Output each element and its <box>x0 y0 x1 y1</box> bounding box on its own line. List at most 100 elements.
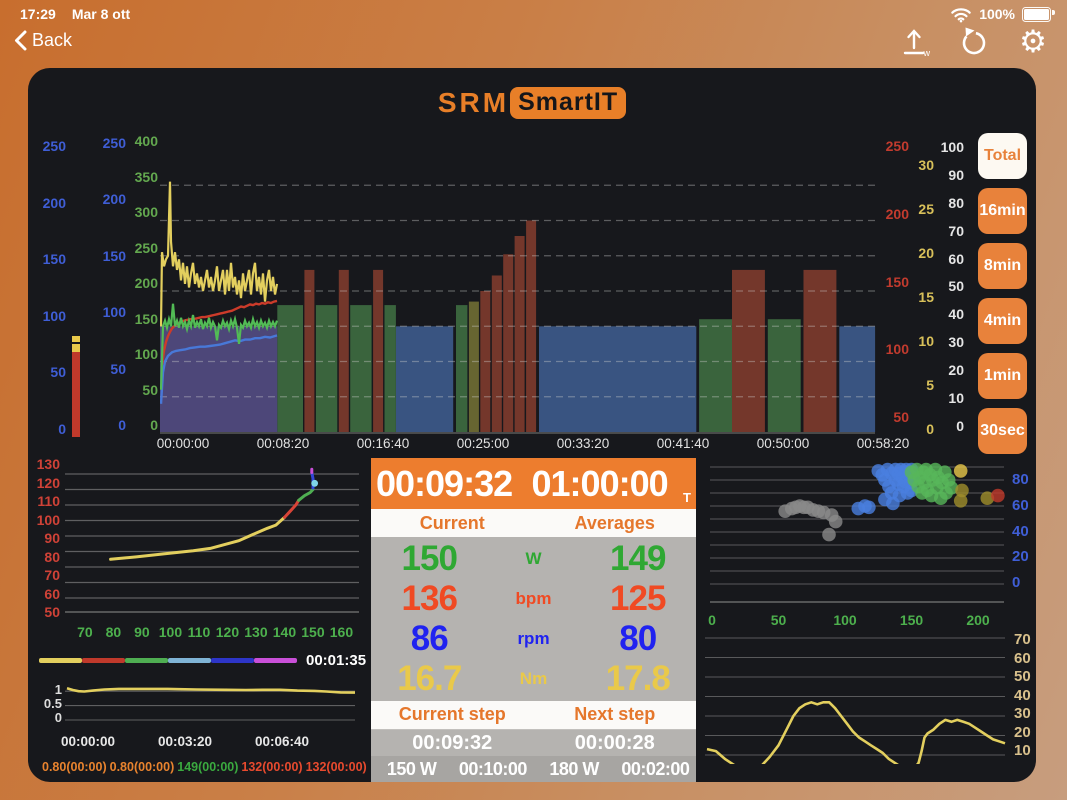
hp-y-tick: 50 <box>44 604 60 620</box>
next-step-header: Next step <box>574 704 656 725</box>
hp-y-tick: 90 <box>44 530 60 546</box>
logo-srm: SRM <box>437 87 510 118</box>
scatter-y-tick: 0 <box>1012 574 1021 591</box>
metric-unit: Nm <box>519 669 548 689</box>
axis-yellow-tick: 5 <box>926 377 934 393</box>
status-bar: 17:29 Mar 8 ott 100% <box>0 0 1067 26</box>
scatter-y-tick: 40 <box>1012 522 1029 540</box>
torque-y-tick: 20 <box>1014 723 1031 741</box>
torque-y-tick: 50 <box>1014 668 1031 685</box>
back-button[interactable]: Back <box>14 30 72 51</box>
scatter-y-axis: 80 60 40 20 0 <box>1012 472 1036 590</box>
metric-row-rpm: 86 rpm 80 <box>371 619 696 659</box>
torque-y-tick: 40 <box>1014 686 1031 704</box>
main-chart-x-tick: 00:00:00 <box>156 436 210 451</box>
wifi-icon <box>951 7 971 22</box>
metric-row-nm: 16.7 Nm 17.8 <box>371 659 696 699</box>
axis1-tick: 250 <box>42 138 66 154</box>
axis3-tick: 400 <box>134 133 158 149</box>
step-detail-row: 150 W 00:10:00 180 W 00:02:00 <box>371 756 696 782</box>
dashboard-panel: SRM SmartIT 250 200 150 100 50 0 250 200 150 100… <box>28 68 1036 782</box>
refresh-icon[interactable] <box>958 26 990 58</box>
axis2-tick: 250 <box>102 135 126 151</box>
axis-yellow-tick: 20 <box>918 245 934 261</box>
hp-x-tick: 120 <box>215 624 240 640</box>
session-footer-stats: 0.80(00:00) 0.80(00:00) 149(00:00) 132(00:0… <box>42 760 367 774</box>
axis2-tick: 150 <box>102 247 126 264</box>
clock-time: 17:29 <box>20 6 56 22</box>
interval-button-total[interactable]: Total <box>978 133 1027 179</box>
step-times-row: 00:09:32 00:00:28 <box>371 728 696 757</box>
main-chart-left-axis-watts: 400 350 300 250 200 150 100 50 0 <box>128 134 158 432</box>
scatter-x-tick: 150 <box>899 612 924 628</box>
axis-red-tick: 250 <box>885 138 909 154</box>
scatter-y-tick: 20 <box>1012 548 1029 566</box>
hp-y-tick: 60 <box>44 585 60 602</box>
current-step-time: 00:09:32 <box>412 731 493 754</box>
interval-button-1min[interactable]: 1min <box>978 353 1027 399</box>
hp-y-tick: 70 <box>44 567 60 583</box>
nav-actions: w ⚙ <box>899 26 1049 58</box>
main-chart-right-axis-hr: 250 200 150 100 50 <box>879 139 909 424</box>
interval-button-4min[interactable]: 4min <box>978 298 1027 344</box>
axis-yellow-tick: 25 <box>918 201 934 217</box>
axis1-tick: 100 <box>42 307 66 324</box>
main-chart-x-tick: 00:16:40 <box>356 436 410 451</box>
footer-stat: 149(00:00) <box>177 760 239 774</box>
ratio-y-tick: 0.5 <box>43 696 62 711</box>
ratio-x-tick: 00:03:20 <box>157 734 213 749</box>
metric-unit: bpm <box>515 589 552 609</box>
axis-white-tick: 80 <box>948 194 964 211</box>
footer-stat: 0.80(00:00) <box>42 760 107 774</box>
axis2-tick: 100 <box>102 304 126 321</box>
hr-power-y-axis: 130 120 110 100 90 80 70 60 50 <box>32 457 60 619</box>
axis3-tick: 0 <box>150 417 158 433</box>
axis2-tick: 50 <box>110 360 126 377</box>
torque-wave-chart <box>705 637 1006 764</box>
torque-y-axis: 70 60 50 40 30 20 10 <box>1014 632 1036 758</box>
power-cadence-scatter-chart <box>710 462 1005 603</box>
axis-red-tick: 150 <box>885 273 909 290</box>
axis-yellow-tick: 10 <box>918 333 934 349</box>
main-chart-right-axis-torque: 30 25 20 15 10 5 0 <box>912 158 934 436</box>
hp-x-tick: 110 <box>187 624 211 640</box>
back-chevron-icon <box>15 30 27 51</box>
main-chart-x-tick: 00:50:00 <box>756 436 810 451</box>
footer-stat: 132(00:00) <box>241 760 303 774</box>
torque-y-tick: 70 <box>1014 631 1031 648</box>
metric-current: 16.7 <box>397 659 462 699</box>
axis1-tick: 150 <box>42 251 66 268</box>
back-label: Back <box>32 30 73 50</box>
interval-button-8min[interactable]: 8min <box>978 243 1027 289</box>
ratio-y-axis: 1 0.5 0 <box>40 683 62 724</box>
battery-percent: 100% <box>979 6 1015 22</box>
interval-button-16min[interactable]: 16min <box>978 188 1027 234</box>
metric-average: 17.8 <box>605 659 671 699</box>
main-workout-chart[interactable] <box>160 142 890 434</box>
power-gauge-bar <box>72 336 80 437</box>
axis-yellow-tick: 30 <box>918 157 934 173</box>
next-step-power: 180 W <box>549 758 599 779</box>
hr-power-chart <box>65 467 359 613</box>
axis-white-tick: 70 <box>948 222 964 239</box>
footer-stat: 0.80(00:00) <box>109 760 175 774</box>
current-header: Current <box>419 512 485 533</box>
zone-segment <box>211 658 254 663</box>
main-chart-x-tick: 00:33:20 <box>556 436 610 451</box>
zone-segment <box>168 658 211 663</box>
steps-header-row: Current step Next step <box>371 701 696 729</box>
settings-gear-icon[interactable]: ⚙ <box>1019 23 1047 60</box>
axis3-tick: 250 <box>134 239 158 256</box>
axis-white-tick: 10 <box>948 390 964 407</box>
metric-average: 80 <box>619 619 657 659</box>
axis2-tick: 200 <box>102 191 126 208</box>
interval-button-30sec[interactable]: 30sec <box>978 408 1027 454</box>
torque-y-tick: 60 <box>1014 649 1031 667</box>
scatter-y-tick: 60 <box>1012 496 1029 514</box>
main-chart-x-tick: 00:58:20 <box>856 436 910 451</box>
scatter-x-tick: 50 <box>770 612 787 628</box>
share-upload-icon[interactable]: w <box>899 26 931 58</box>
elapsed-time: 00:09:32 <box>376 462 513 504</box>
torque-y-tick: 10 <box>1014 742 1031 759</box>
axis1-tick: 200 <box>42 194 66 211</box>
